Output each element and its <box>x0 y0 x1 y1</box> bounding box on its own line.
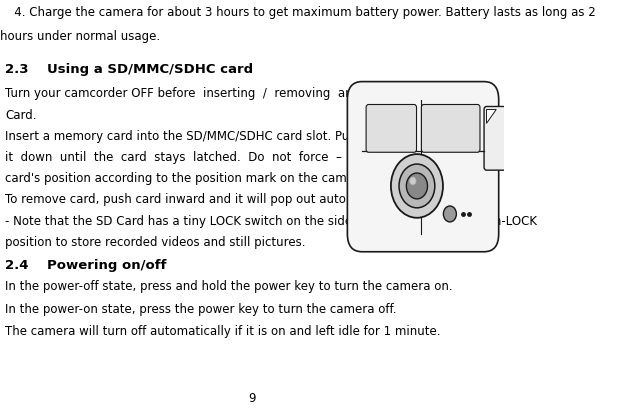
Circle shape <box>391 154 443 218</box>
Text: To remove card, push card inward and it will pop out automatically.: To remove card, push card inward and it … <box>5 193 402 206</box>
Text: In the power-on state, press the power key to turn the camera off.: In the power-on state, press the power k… <box>5 303 397 316</box>
Text: - Note that the SD Card has a tiny LOCK switch on the side. Set the switch to th: - Note that the SD Card has a tiny LOCK … <box>5 215 537 228</box>
FancyBboxPatch shape <box>347 82 499 252</box>
Text: position to store recorded videos and still pictures.: position to store recorded videos and st… <box>5 236 306 249</box>
Text: In the power-off state, press and hold the power key to turn the camera on.: In the power-off state, press and hold t… <box>5 280 452 293</box>
Polygon shape <box>469 84 477 216</box>
Polygon shape <box>377 84 477 100</box>
Circle shape <box>410 177 416 185</box>
Text: Turn your camcorder OFF before  inserting  /  removing  an  SD: Turn your camcorder OFF before inserting… <box>5 87 376 100</box>
Polygon shape <box>487 109 496 123</box>
Circle shape <box>399 164 435 208</box>
Text: 2.4    Powering on/off: 2.4 Powering on/off <box>5 259 167 272</box>
FancyBboxPatch shape <box>422 104 480 152</box>
Circle shape <box>406 173 428 199</box>
Circle shape <box>443 206 456 222</box>
Text: 9: 9 <box>248 392 256 405</box>
Text: The camera will turn off automatically if it is on and left idle for 1 minute.: The camera will turn off automatically i… <box>5 325 441 338</box>
FancyBboxPatch shape <box>366 104 417 152</box>
Text: card's position according to the position mark on the camera.: card's position according to the positio… <box>5 172 370 185</box>
FancyBboxPatch shape <box>484 106 526 170</box>
Text: 2.3    Using a SD/MMC/SDHC card: 2.3 Using a SD/MMC/SDHC card <box>5 63 253 76</box>
Text: Insert a memory card into the SD/MMC/SDHC card slot. Push: Insert a memory card into the SD/MMC/SDH… <box>5 130 363 143</box>
Text: 4. Charge the camera for about 3 hours to get maximum battery power. Battery las: 4. Charge the camera for about 3 hours t… <box>2 6 595 19</box>
Text: it  down  until  the  card  stays  latched.  Do  not  force  –  check: it down until the card stays latched. Do… <box>5 151 384 164</box>
Text: Card.: Card. <box>5 109 37 122</box>
Text: hours under normal usage.: hours under normal usage. <box>0 31 160 43</box>
